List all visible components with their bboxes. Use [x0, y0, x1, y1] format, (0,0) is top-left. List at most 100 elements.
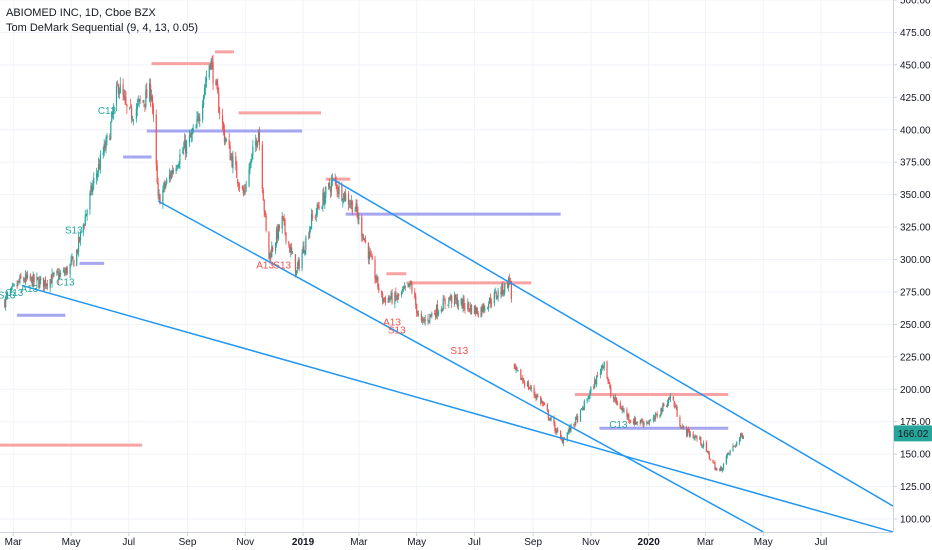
candle-body: [290, 247, 292, 253]
last-price-value: 166.02: [898, 429, 929, 440]
candle-body: [168, 174, 171, 180]
candle-body: [308, 236, 310, 238]
candle-body: [387, 298, 389, 303]
candle-body: [523, 381, 525, 383]
candle-body: [112, 113, 114, 114]
candle-body: [52, 273, 54, 275]
candle-body: [149, 84, 152, 102]
candle-body: [336, 184, 338, 192]
candle-body: [583, 401, 585, 411]
candle-body: [656, 414, 658, 417]
candle-body: [335, 182, 337, 185]
candle-body: [502, 284, 504, 294]
candle-body: [586, 398, 588, 401]
candle-body: [529, 387, 531, 389]
price-axis[interactable]: 100.00 125.00 150.00 175.00 200.00 225.00 250.…: [893, 0, 931, 526]
candle-body: [256, 140, 258, 146]
candle-body: [470, 305, 472, 312]
candle-body: [384, 297, 387, 303]
candle-body: [224, 139, 226, 141]
time-axis[interactable]: Mar May Jul Sep Nov 2019 Mar May Jul Sep Nov 2020 Ma…: [5, 532, 828, 548]
candle-body: [284, 220, 286, 233]
candle-body: [13, 284, 15, 286]
candle-body: [705, 442, 708, 452]
candle-body: [404, 285, 406, 288]
candle-body: [602, 365, 604, 368]
candle-body: [582, 407, 584, 410]
candle-body: [566, 432, 568, 440]
candle-body: [476, 307, 478, 314]
candle-body: [241, 186, 244, 189]
td-label: S13: [450, 346, 468, 357]
candle-body: [506, 282, 509, 289]
candle-body: [488, 297, 491, 304]
candle-body: [238, 184, 240, 187]
candle-body: [694, 436, 696, 438]
candle-body: [594, 379, 596, 389]
price-tick-label: 125.00: [900, 482, 931, 493]
symbol-title[interactable]: ABIOMED INC, 1D, Cboe BZX: [6, 7, 156, 19]
candle-body: [421, 318, 423, 321]
candle-body: [726, 453, 728, 457]
candle-body: [152, 106, 155, 116]
candle-body: [11, 285, 13, 287]
candle-body: [309, 229, 311, 238]
candle-body: [4, 300, 6, 308]
time-tick-label: May: [407, 537, 426, 548]
candle-body: [607, 377, 609, 382]
candle-body: [647, 422, 649, 424]
candle-body: [72, 256, 74, 260]
candle-body: [469, 308, 471, 311]
candle-body: [702, 445, 704, 447]
candle-body: [467, 302, 469, 310]
candle-body: [422, 318, 424, 320]
candle-body: [185, 140, 187, 154]
candle-body: [527, 382, 530, 389]
candle-body: [131, 107, 133, 120]
candle-body: [508, 278, 511, 281]
candle-body: [510, 281, 512, 300]
candle-body: [355, 203, 357, 209]
price-tick-label: 500.00: [900, 0, 931, 7]
indicator-title[interactable]: Tom DeMark Sequential (9, 4, 13, 0.05): [6, 22, 198, 34]
candle-body: [395, 291, 397, 298]
candle-body: [82, 224, 84, 233]
candle-body: [473, 305, 476, 314]
candle-body: [609, 383, 611, 388]
candle-body: [135, 108, 137, 119]
candle-body: [19, 276, 21, 283]
td-label: C13: [98, 106, 117, 117]
candle-body: [268, 231, 270, 259]
candle-body: [123, 96, 125, 98]
candle-body: [588, 396, 590, 399]
candle-body: [416, 304, 418, 314]
candle-body: [66, 267, 68, 274]
candle-body: [302, 246, 304, 254]
candle-body: [396, 297, 398, 300]
candle-body: [49, 279, 51, 288]
candle-body: [719, 469, 721, 471]
candle-body: [493, 292, 495, 304]
candle-body: [97, 163, 100, 172]
candle-body: [225, 139, 227, 142]
candle-body: [78, 237, 81, 242]
candle-body: [363, 238, 366, 241]
candle-body: [146, 88, 148, 99]
candle-body: [596, 374, 599, 376]
candle-body: [348, 204, 351, 206]
candle-body: [298, 260, 300, 269]
candle-body: [707, 450, 709, 453]
candle-body: [579, 409, 582, 422]
td-label: A13: [256, 261, 274, 272]
td-label: C13: [56, 277, 75, 288]
candle-body: [102, 152, 104, 155]
candle-body: [688, 430, 690, 436]
candle-body: [742, 436, 744, 439]
candle-body: [520, 369, 522, 381]
trendlines[interactable]: [21, 178, 894, 533]
candle-body: [109, 136, 111, 141]
candle-body: [176, 167, 178, 169]
candle-body: [270, 253, 272, 258]
candle-body: [600, 367, 602, 374]
